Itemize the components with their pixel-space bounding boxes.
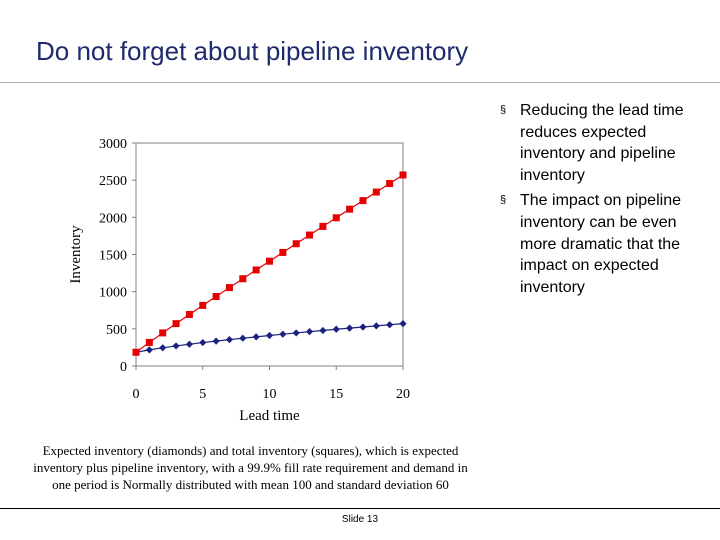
x-axis-ticks: 0 5 10 15 20: [133, 366, 410, 402]
y-axis-ticks: 0 500 1000 1500 2000 2500 3000: [99, 137, 136, 375]
expected-inventory-point: [386, 321, 394, 329]
bullet-text: Reducing the lead time reduces expected …: [520, 102, 684, 184]
expected-inventory-point: [185, 340, 193, 348]
total-inventory-point: [332, 214, 340, 222]
expected-inventory-point: [319, 326, 327, 335]
total-inventory-point: [386, 180, 394, 188]
total-inventory-point: [199, 301, 207, 309]
expected-inventory-point: [239, 334, 247, 342]
y-axis-label: Inventory: [68, 225, 84, 284]
total-inventory-point: [212, 292, 220, 300]
total-inventory-point: [346, 205, 354, 213]
total-inventory-point: [372, 188, 380, 196]
expected-inventory-point: [159, 344, 167, 352]
y-tick-label: 2500: [99, 174, 127, 189]
expected-inventory-point: [199, 338, 207, 347]
y-tick-label: 0: [120, 360, 127, 375]
expected-inventory-point: [359, 323, 367, 331]
bullet-list: § Reducing the lead time reduces expecte…: [500, 100, 705, 302]
expected-inventory-point: [305, 328, 314, 336]
total-inventory-point: [239, 275, 247, 283]
expected-inventory-point: [265, 331, 274, 340]
x-tick-label: 15: [329, 387, 343, 402]
expected-inventory-point: [292, 329, 300, 337]
y-tick-label: 1000: [99, 286, 127, 301]
x-axis-label: Lead time: [239, 408, 300, 424]
chart-caption: Expected inventory (diamonds) and total …: [33, 443, 468, 492]
total-inventory-point: [266, 257, 273, 265]
expected-inventory-point: [212, 337, 220, 345]
expected-inventory-point: [346, 324, 354, 332]
expected-inventory-point: [225, 336, 234, 344]
total-inventory-point: [292, 240, 300, 248]
bullet-marker: §: [500, 104, 507, 116]
footer-divider: [0, 508, 720, 509]
y-tick-label: 2000: [99, 211, 127, 226]
total-inventory-point: [132, 348, 140, 356]
expected-inventory-point: [145, 346, 153, 354]
total-inventory-point: [172, 320, 180, 328]
x-tick-label: 20: [396, 387, 410, 402]
y-tick-label: 500: [106, 323, 127, 338]
y-tick-label: 1500: [99, 249, 127, 264]
total-inventory-point: [306, 231, 314, 239]
total-inventory-point: [252, 266, 260, 274]
bullet-item: § The impact on pipeline inventory can b…: [500, 190, 705, 298]
expected-inventory-point: [399, 320, 407, 328]
bullet-marker: §: [500, 194, 507, 207]
bullet-text: The impact on pipeline inventory can be …: [520, 192, 681, 296]
slide-number: Slide 13: [341, 514, 379, 525]
x-tick-label: 10: [263, 387, 277, 402]
total-inventory-point: [185, 310, 193, 318]
x-tick-label: 5: [199, 387, 206, 402]
expected-inventory-point: [172, 342, 180, 350]
slide-title: Do not forget about pipeline inventory: [36, 36, 469, 66]
series-group: [132, 171, 407, 356]
expected-inventory-point: [252, 333, 260, 341]
expected-inventory-point: [332, 325, 340, 333]
expected-inventory-point: [279, 330, 287, 338]
total-inventory-point: [225, 284, 233, 292]
total-inventory-point: [159, 329, 167, 337]
total-inventory-point: [279, 248, 287, 256]
total-inventory-point: [319, 222, 327, 230]
expected-inventory-point: [372, 322, 380, 330]
y-tick-label: 3000: [99, 137, 127, 152]
plot-area: [135, 142, 404, 367]
x-tick-label: 0: [133, 387, 140, 402]
total-inventory-point: [399, 171, 407, 179]
bullet-item: § Reducing the lead time reduces expecte…: [500, 100, 705, 186]
title-divider: [0, 82, 720, 83]
total-inventory-point: [359, 197, 367, 205]
total-inventory-point: [145, 338, 153, 346]
